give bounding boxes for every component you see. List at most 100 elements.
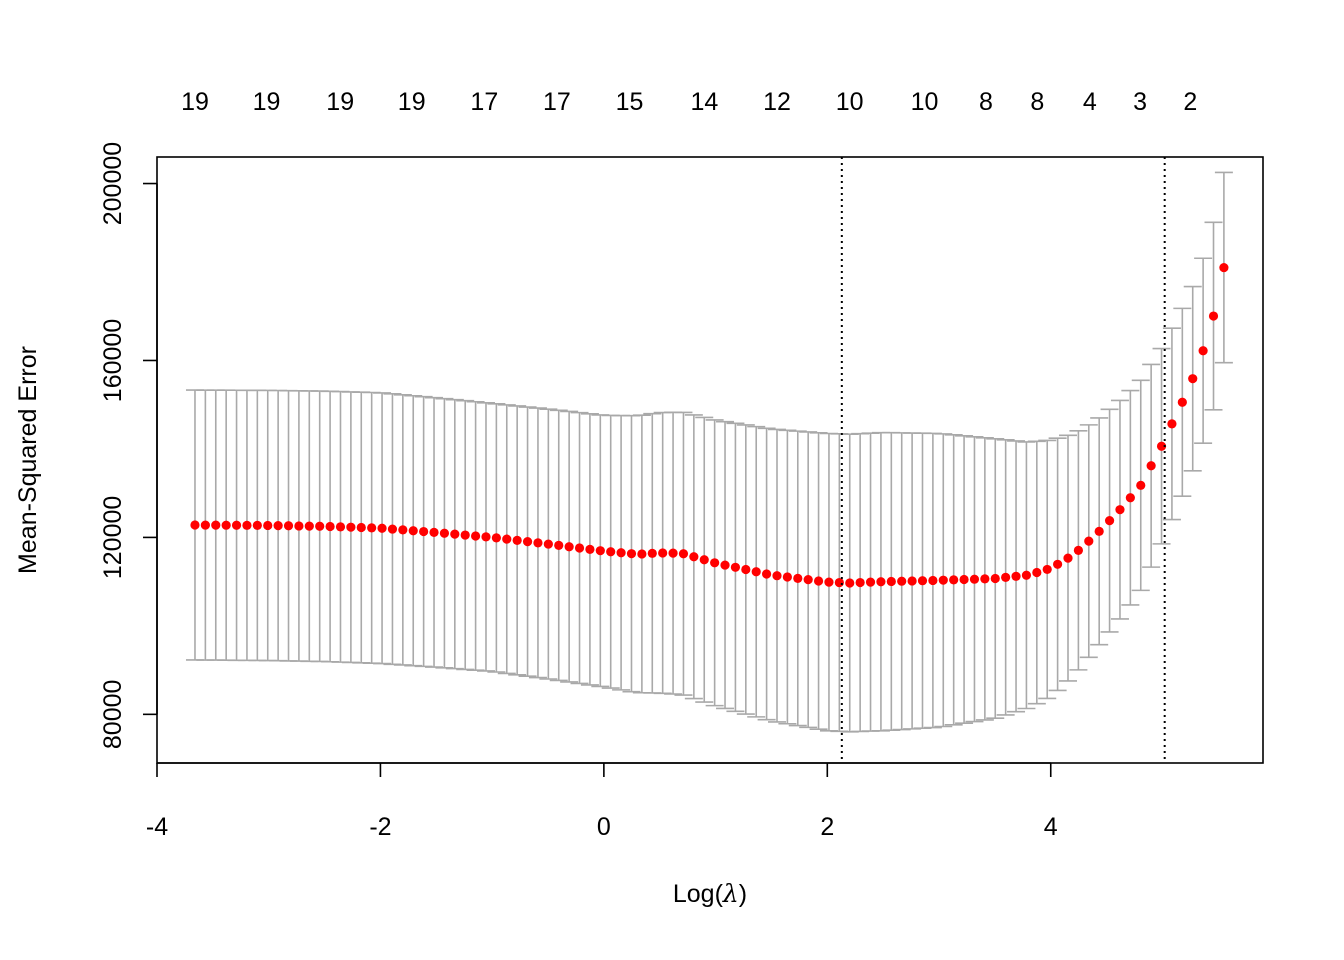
mse-point <box>1021 570 1032 580</box>
top-axis-label: 12 <box>763 88 791 116</box>
mse-point <box>938 575 948 585</box>
top-axis-label: 14 <box>691 88 719 116</box>
mse-point <box>1198 346 1208 356</box>
mse-point <box>824 577 834 587</box>
mse-point <box>647 548 657 558</box>
mse-point <box>367 523 377 533</box>
mse-point <box>1094 526 1104 536</box>
y-axis-title: Mean-Squared Error <box>14 346 42 574</box>
top-axis-label: 19 <box>398 88 426 116</box>
mse-point <box>502 534 512 544</box>
mse-point <box>294 521 304 531</box>
mse-point <box>637 549 647 559</box>
mse-point <box>876 577 886 587</box>
mse-point <box>595 546 605 556</box>
mse-point <box>751 567 761 577</box>
mse-point <box>855 577 865 588</box>
mse-point <box>491 533 501 543</box>
mse-point <box>1001 572 1011 583</box>
mse-point <box>865 577 876 587</box>
mse-point <box>585 544 595 554</box>
mse-point <box>1011 571 1021 581</box>
x-axis: -4 -2 0 2 4 <box>146 762 1058 841</box>
top-axis-nonzero-counts: 19 19 19 19 17 17 15 14 12 10 10 8 8 4 3 2 <box>181 88 1197 116</box>
mse-point <box>460 530 470 540</box>
x-axis-title-symbol: λ <box>722 879 739 908</box>
x-axis-title-suffix: ) <box>739 880 747 908</box>
y-tick-label: 200000 <box>99 142 127 225</box>
top-axis-label: 19 <box>253 88 281 116</box>
mse-point <box>512 535 522 545</box>
mse-point <box>190 520 200 530</box>
mse-point <box>1042 564 1052 575</box>
x-axis-title: Log(λ) <box>673 879 747 908</box>
mse-point <box>231 520 242 530</box>
mse-point <box>1115 505 1125 515</box>
y-axis: 80000 120000 160000 200000 <box>99 142 158 750</box>
mse-point <box>1053 559 1063 569</box>
top-axis-label: 3 <box>1133 88 1147 116</box>
mse-point <box>720 560 730 570</box>
mse-point <box>980 574 990 584</box>
mse-point <box>678 549 689 559</box>
mse-point <box>1125 493 1135 503</box>
mse-point <box>772 571 782 581</box>
x-axis-title-prefix: Log( <box>673 880 724 908</box>
mse-point <box>522 537 533 547</box>
mse-points <box>190 262 1229 588</box>
mse-point <box>917 576 928 586</box>
mse-point <box>886 576 896 587</box>
mse-point <box>346 522 356 532</box>
top-axis-label: 4 <box>1083 88 1097 116</box>
mse-point <box>1073 545 1083 555</box>
mse-point <box>439 528 450 538</box>
mse-point <box>211 520 221 530</box>
y-tick-label: 120000 <box>99 496 127 579</box>
top-axis-label: 10 <box>836 88 864 116</box>
mse-point <box>450 529 460 539</box>
mse-point <box>1188 374 1198 384</box>
mse-point <box>813 576 824 586</box>
mse-point <box>897 576 907 586</box>
x-tick-label: -2 <box>369 813 391 841</box>
mse-point <box>762 569 772 579</box>
mse-point <box>1146 461 1156 471</box>
mse-point <box>470 531 481 541</box>
mse-point <box>1084 536 1094 546</box>
mse-point <box>408 526 418 536</box>
mse-point <box>574 543 585 553</box>
mse-point <box>356 522 366 533</box>
mse-point <box>606 547 616 557</box>
mse-point <box>1104 516 1115 526</box>
mse-point <box>429 527 439 537</box>
mse-point <box>730 562 741 572</box>
mse-point <box>1032 567 1042 578</box>
mse-point <box>1208 311 1219 321</box>
y-tick-label: 160000 <box>99 319 127 402</box>
mse-point <box>273 521 283 531</box>
top-axis-label: 17 <box>470 88 498 116</box>
mse-point <box>263 520 273 531</box>
top-axis-label: 10 <box>911 88 939 116</box>
mse-point <box>969 574 980 584</box>
y-tick-label: 80000 <box>99 680 127 750</box>
mse-point <box>834 577 844 588</box>
top-axis-label: 19 <box>326 88 354 116</box>
mse-point <box>626 549 637 559</box>
mse-point <box>543 539 553 549</box>
mse-point <box>419 526 429 537</box>
mse-point <box>200 520 210 530</box>
mse-point <box>907 576 917 586</box>
mse-point <box>741 564 751 575</box>
plot-box <box>156 156 1264 764</box>
mse-point <box>315 521 325 531</box>
top-axis-label: 8 <box>979 88 993 116</box>
top-axis-label: 15 <box>616 88 644 116</box>
x-tick-label: 4 <box>1044 813 1058 841</box>
mse-point <box>710 558 720 568</box>
mse-point <box>335 522 346 532</box>
mse-point <box>398 525 408 535</box>
mse-point <box>1167 419 1177 429</box>
mse-point <box>1156 441 1167 451</box>
